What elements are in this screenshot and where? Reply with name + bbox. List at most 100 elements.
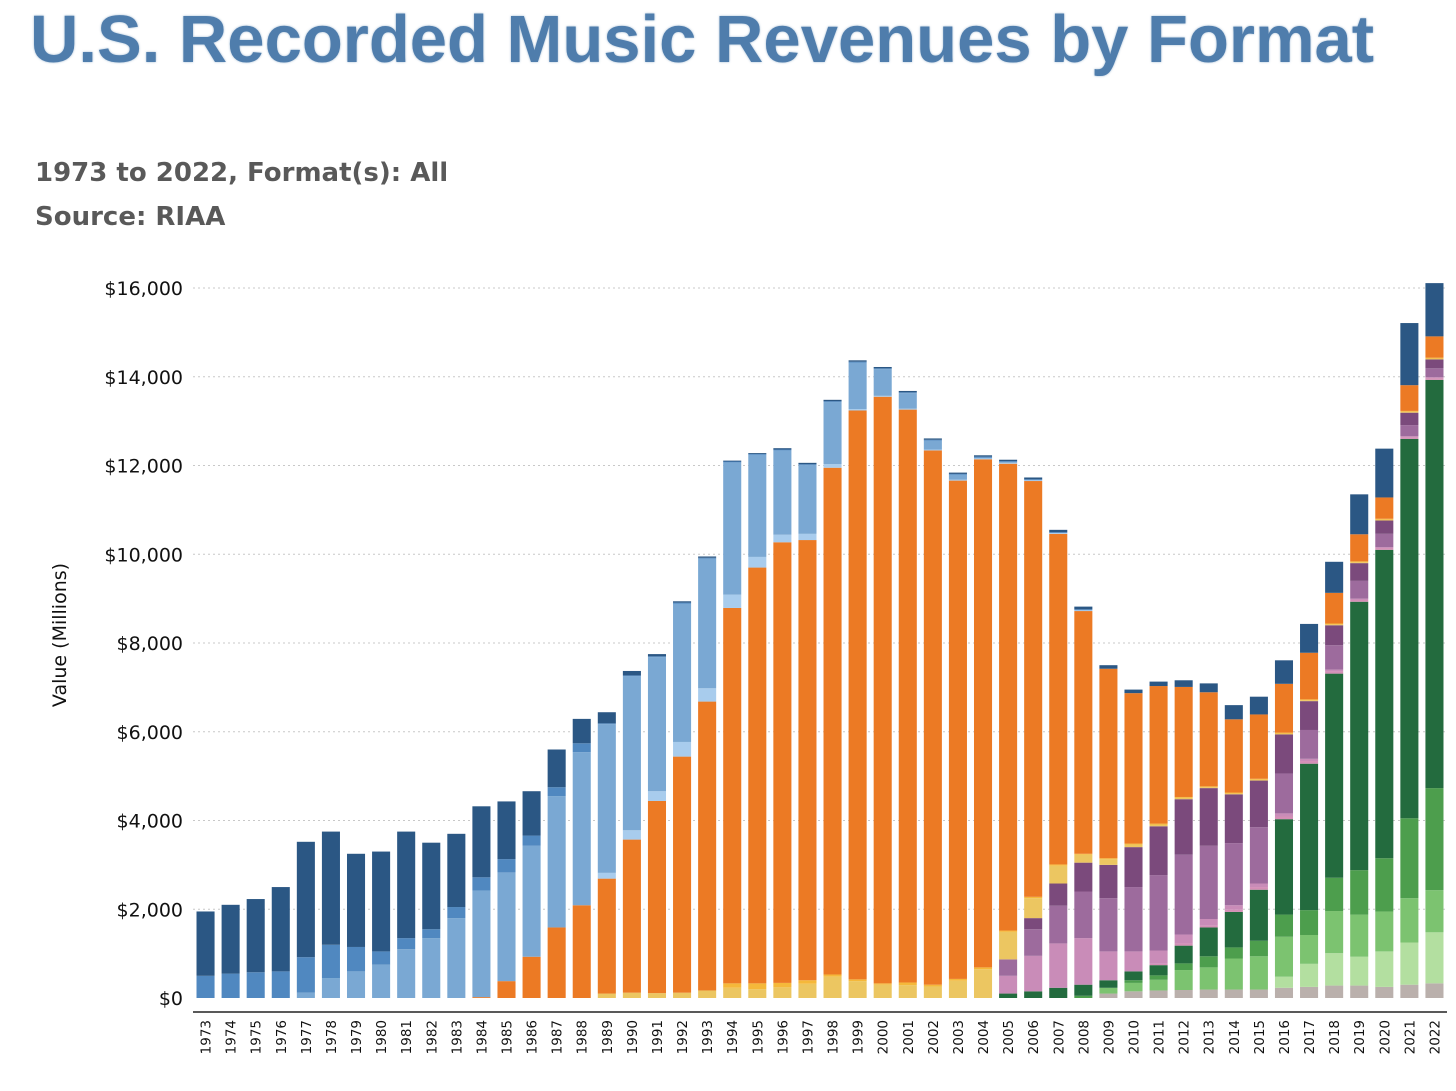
bar-segment-8-track-2005 bbox=[999, 461, 1018, 462]
bar-segment-cd-1995 bbox=[748, 567, 767, 984]
bar-segment-sacd-dvd-audio-2009 bbox=[1099, 858, 1118, 860]
bar-segment-ringtones-2022 bbox=[1425, 377, 1444, 379]
bar-segment-cd-2017 bbox=[1300, 652, 1319, 700]
bar-stack-1997 bbox=[798, 462, 817, 998]
bar-segment-sacd-dvd-audio-2002 bbox=[923, 984, 942, 987]
bar-segment-download-album-2018 bbox=[1325, 625, 1344, 646]
bar-segment-paid-subscription-tier-1-2018 bbox=[1325, 877, 1344, 912]
bar-segment-other-2020 bbox=[1375, 986, 1394, 998]
bar-segment-cassette-1983 bbox=[447, 918, 466, 998]
bar-segment-paid-subscription-tier-1-2012 bbox=[1174, 963, 1193, 971]
bar-stack-1987 bbox=[547, 749, 566, 998]
bar-segment-paid-subscription-tier-2-2009 bbox=[1099, 987, 1118, 994]
bar-segment-sacd-dvd-audio-2017 bbox=[1300, 699, 1319, 701]
x-tick-label: 1995 bbox=[750, 1020, 766, 1054]
bar-segment-download-album-single-pink-2018 bbox=[1325, 671, 1344, 674]
bar-segment-cassette-single-cd-single-2005 bbox=[999, 462, 1018, 464]
bar-segment-download-single-purple--2022 bbox=[1425, 368, 1444, 378]
bar-segment-cassette-2005 bbox=[999, 461, 1018, 463]
bar-segment-download-album-2022 bbox=[1425, 359, 1444, 369]
bar-segment-8-track-1979 bbox=[346, 946, 366, 972]
bar-segment-lp-ep-1995 bbox=[748, 453, 767, 454]
bar-segment-paid-subscription-tier-2-2011 bbox=[1149, 979, 1168, 991]
y-tick-label: $16,000 bbox=[104, 278, 183, 300]
bar-segment-ringtones-2014 bbox=[1224, 905, 1243, 910]
bar-stack-2020 bbox=[1375, 448, 1394, 998]
chart-source: Source: RIAA bbox=[35, 202, 226, 232]
bar-segment-cassette-1982 bbox=[422, 938, 441, 998]
bar-segment-cd-2000 bbox=[873, 396, 892, 984]
bar-segment-8-track-1983 bbox=[447, 907, 466, 919]
bar-segment-download-album-single-pink-2012 bbox=[1174, 943, 1193, 946]
bar-segment-cassette-1989 bbox=[597, 724, 616, 873]
bar-segment-download-album-2011 bbox=[1149, 826, 1168, 876]
bar-segment-lp-ep-2007 bbox=[1049, 529, 1068, 533]
bar-segment-sacd-dvd-audio-2022 bbox=[1425, 357, 1444, 359]
bar-segment-cassette-1996 bbox=[773, 450, 792, 535]
bar-segment-download-album-2015 bbox=[1249, 780, 1268, 828]
bar-segment-streaming-2007 bbox=[1049, 987, 1068, 998]
bar-stack-2011 bbox=[1149, 681, 1168, 998]
bar-segment-sacd-dvd-audio-2004 bbox=[973, 967, 993, 970]
bar-segment-8-track-2001 bbox=[898, 392, 917, 394]
bar-stack-2002 bbox=[923, 438, 942, 998]
x-tick-label: 1984 bbox=[474, 1020, 490, 1054]
x-tick-label: 1991 bbox=[650, 1020, 666, 1054]
bar-segment-cassette-1981 bbox=[397, 949, 416, 998]
y-tick-label: $0 bbox=[159, 988, 183, 1010]
bar-segment-paid-subscription-tier-3-2022 bbox=[1425, 932, 1444, 984]
bar-segment-download-single-purple--2010 bbox=[1124, 887, 1143, 952]
x-tick-label: 2005 bbox=[1001, 1020, 1017, 1054]
bar-segment-download-album-2014 bbox=[1224, 794, 1243, 844]
chart-subtitle: 1973 to 2022, Format(s): All bbox=[35, 158, 449, 188]
bar-segment-ringtones-2012 bbox=[1174, 934, 1193, 944]
bar-segment-download-single-purple--2005 bbox=[999, 959, 1018, 976]
bar-segment-ringtones-2021 bbox=[1400, 436, 1419, 438]
bar-stack-1981 bbox=[397, 831, 416, 998]
bar-segment-paid-subscription-tier-3-2020 bbox=[1375, 951, 1394, 987]
bar-segment-cd-2005 bbox=[999, 463, 1018, 931]
bar-segment-download-single-purple--2018 bbox=[1325, 645, 1344, 670]
bar-segment-cassette-1979 bbox=[346, 971, 366, 998]
bar-segment-kiosk-music-video-2000 bbox=[873, 984, 892, 998]
bar-segment-cd-2013 bbox=[1199, 692, 1218, 787]
bar-segment-sacd-dvd-audio-1999 bbox=[848, 979, 867, 982]
x-tick-label: 1977 bbox=[299, 1020, 315, 1054]
bar-segment-lp-ep-2011 bbox=[1149, 681, 1168, 687]
bar-segment-download-single-purple--2019 bbox=[1350, 580, 1369, 599]
bar-segment-sacd-dvd-audio-2012 bbox=[1174, 796, 1193, 798]
x-tick-label: 2015 bbox=[1252, 1020, 1268, 1054]
bar-segment-cassette-single-cd-single-1993 bbox=[698, 688, 717, 702]
bar-segment-8-track-1982 bbox=[422, 929, 441, 939]
x-tick-label: 2011 bbox=[1152, 1020, 1168, 1054]
bar-segment-lp-ep-1996 bbox=[773, 448, 792, 450]
bar-segment-download-single-purple--2012 bbox=[1174, 854, 1193, 935]
bar-segment-cassette-single-cd-single-2003 bbox=[948, 479, 967, 481]
bar-stack-2022 bbox=[1425, 283, 1444, 998]
bar-segment-cassette-single-cd-single-2007 bbox=[1049, 532, 1068, 534]
bar-segment-paid-subscription-tier-3-2021 bbox=[1400, 942, 1419, 985]
bar-segment-8-track-1996 bbox=[773, 449, 792, 451]
bar-segment-cassette-single-cd-single-1992 bbox=[673, 741, 692, 757]
bar-segment-cassette-1985 bbox=[497, 872, 516, 982]
bar-segment-8-track-1974 bbox=[221, 973, 240, 998]
bar-segment-cassette-single-cd-single-2001 bbox=[898, 408, 917, 410]
bar-segment-cd-1998 bbox=[823, 467, 842, 975]
bar-stack-1991 bbox=[647, 654, 667, 998]
bar-segment-lp-ep-1983 bbox=[447, 833, 466, 908]
bar-stack-1996 bbox=[773, 448, 792, 998]
bar-segment-lp-ep-1997 bbox=[798, 462, 817, 465]
x-tick-label: 2014 bbox=[1227, 1020, 1243, 1054]
bar-stack-1980 bbox=[372, 851, 391, 998]
bar-segment-cassette-1998 bbox=[823, 402, 842, 465]
x-tick-label: 2003 bbox=[951, 1020, 967, 1054]
bar-segment-kiosk-music-video-1991 bbox=[647, 993, 667, 998]
x-tick-label: 1992 bbox=[675, 1020, 691, 1054]
x-tick-label: 2004 bbox=[976, 1020, 992, 1054]
bar-segment-paid-subscription-tier-2-2010 bbox=[1124, 982, 1143, 992]
x-tick-label: 1988 bbox=[575, 1020, 591, 1054]
bar-segment-kiosk-music-video-2007 bbox=[1049, 865, 1068, 884]
bar-segment-download-album-single-pink-2021 bbox=[1400, 437, 1419, 439]
bar-stack-2008 bbox=[1074, 606, 1093, 998]
bar-segment-ringtones-2009 bbox=[1099, 951, 1118, 981]
